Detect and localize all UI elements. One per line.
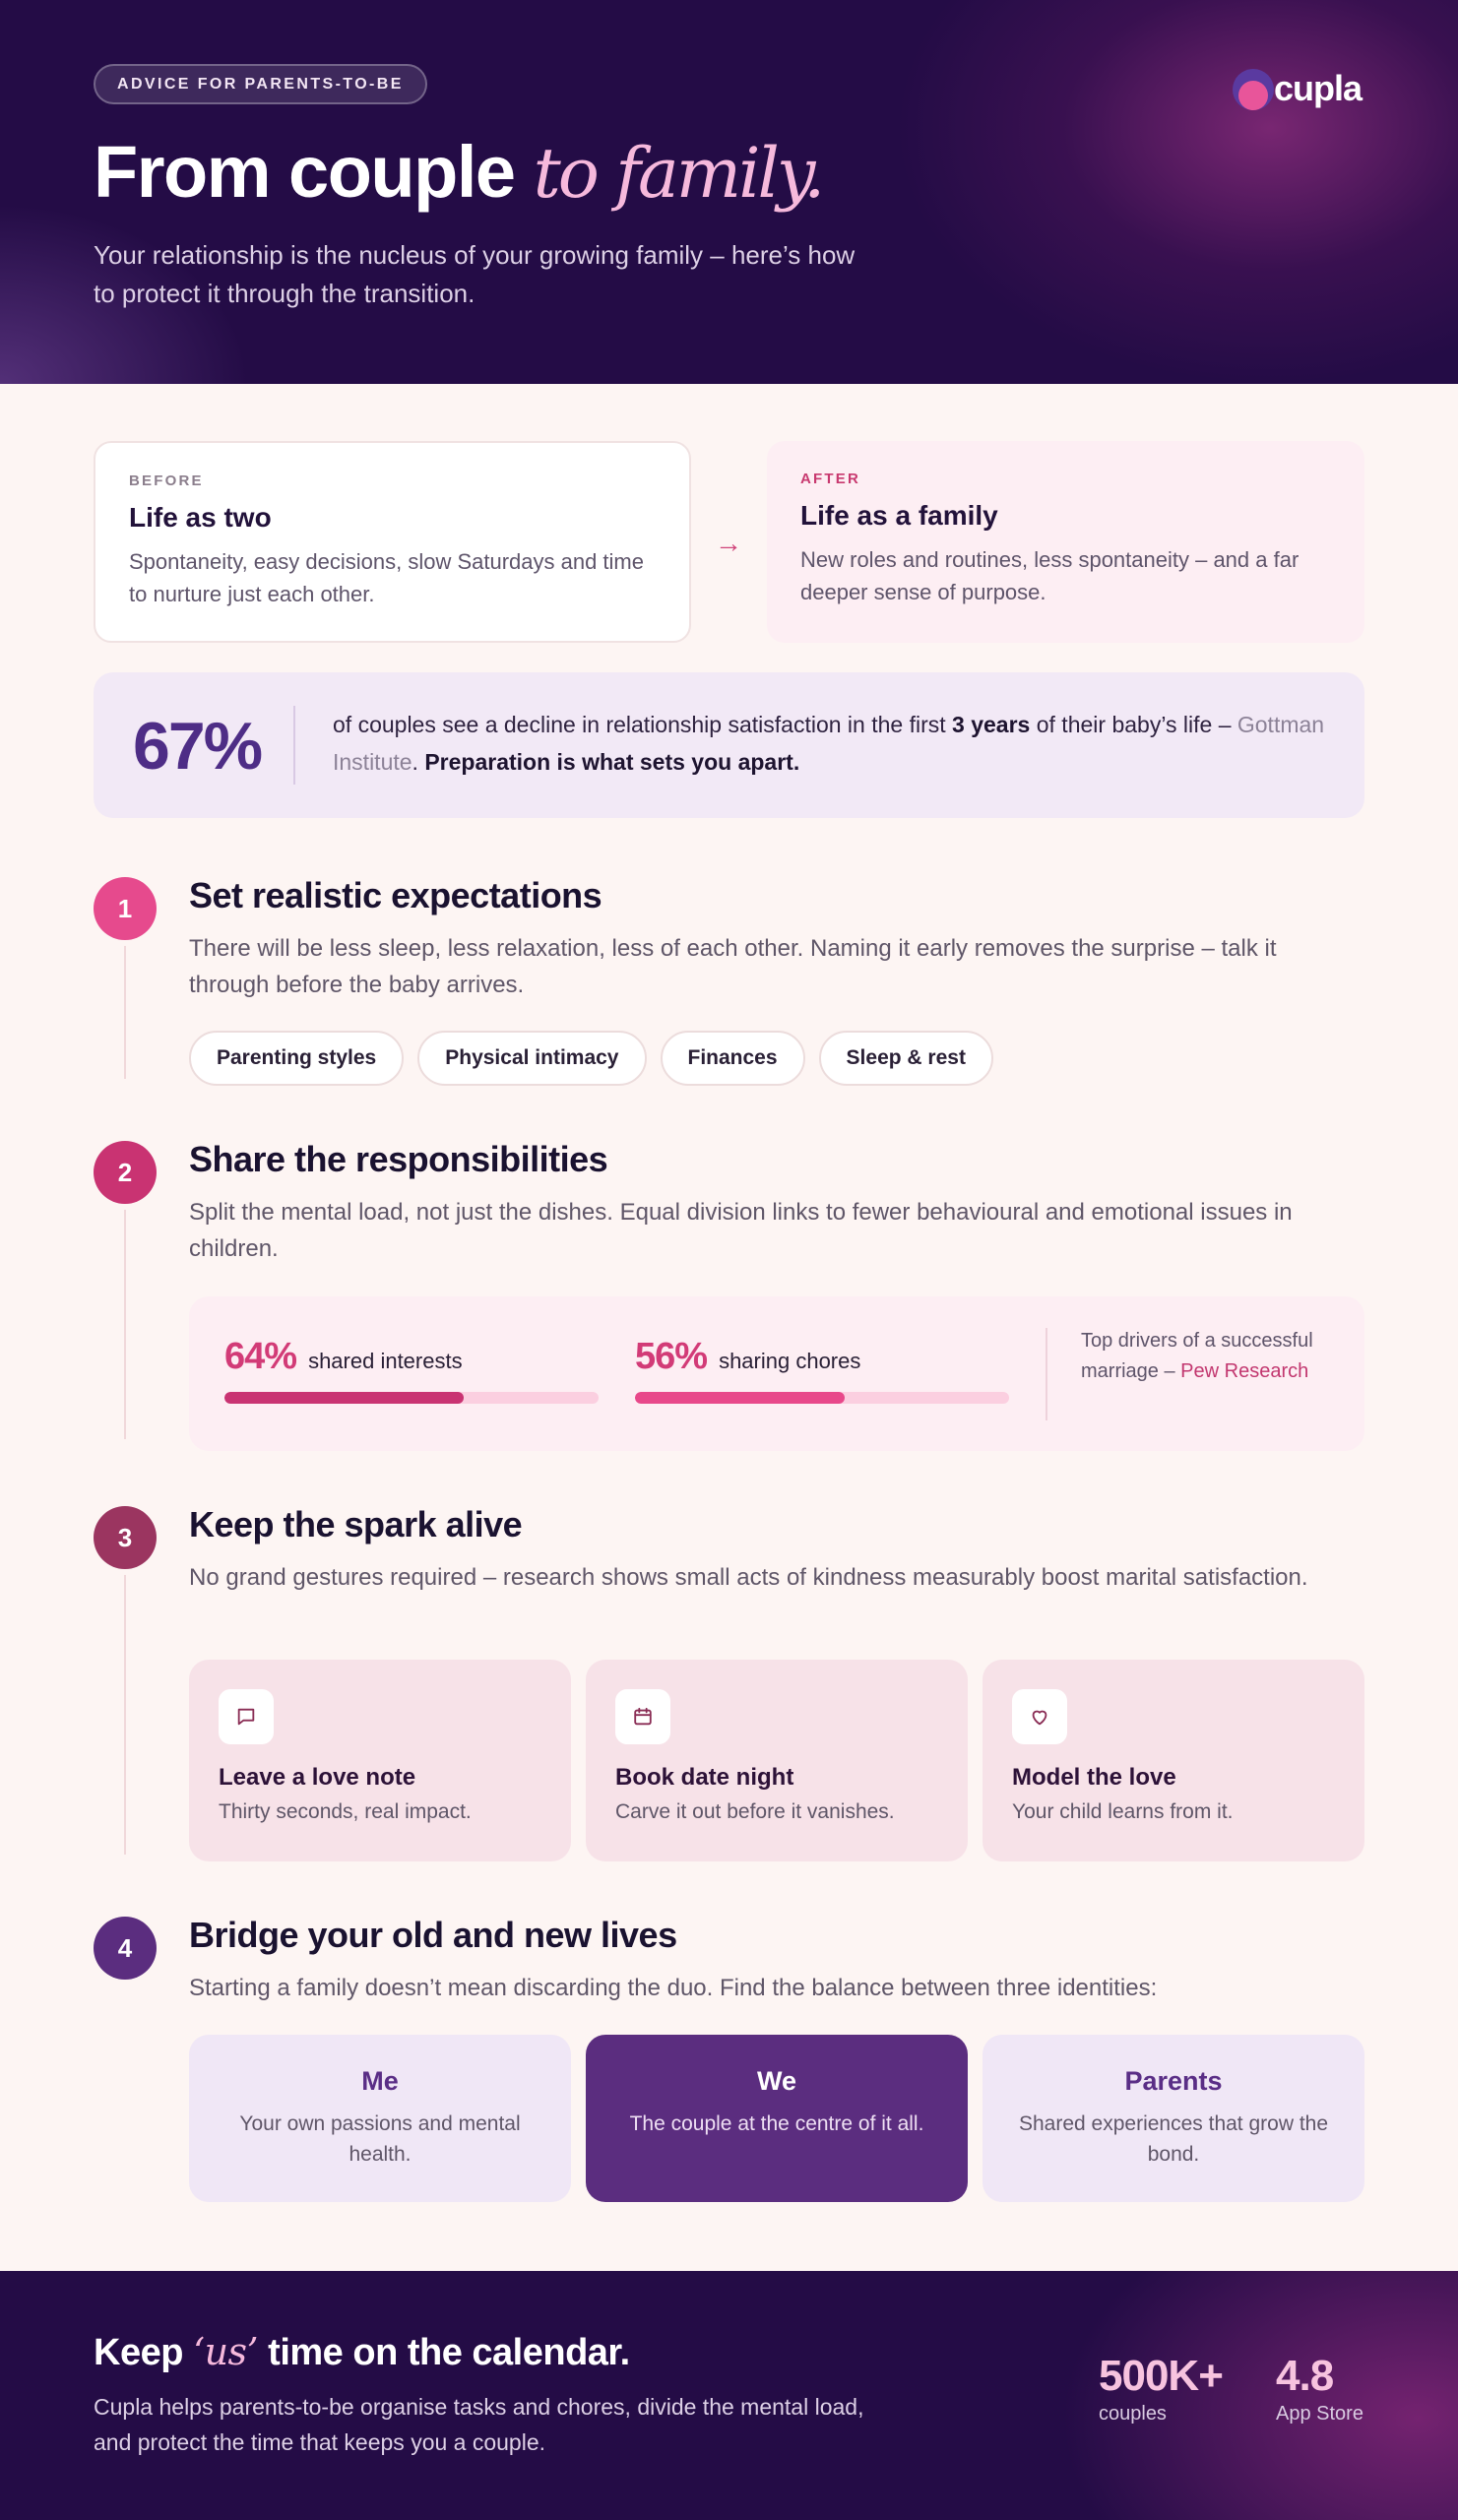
stat-text-part: of couples see a decline in relationship… bbox=[333, 712, 953, 737]
after-eyebrow: AFTER bbox=[800, 471, 860, 487]
card-text: Carve it out before it vanishes. bbox=[615, 1800, 895, 1823]
card-title: Model the love bbox=[1012, 1764, 1176, 1791]
card-title: Leave a love note bbox=[219, 1764, 416, 1791]
chat-bubble-icon bbox=[219, 1689, 274, 1744]
progress-bar-fill bbox=[635, 1392, 845, 1404]
metrics-divider bbox=[1046, 1328, 1047, 1420]
stat-value: 500K+ bbox=[1099, 2352, 1224, 2400]
after-text: New roles and routines, less spontaneity… bbox=[800, 547, 1300, 604]
identity-card-we[interactable]: We The couple at the centre of it all. bbox=[586, 2035, 968, 2202]
stat-text-part: . bbox=[412, 749, 425, 775]
step-number-3: 3 bbox=[94, 1506, 157, 1569]
page-title: From couple to family. bbox=[94, 130, 826, 214]
after-title: Life as a family bbox=[800, 500, 998, 531]
hero-badge: ADVICE FOR PARENTS-TO-BE bbox=[94, 64, 427, 104]
footer-text: Cupla helps parents-to-be organise tasks… bbox=[94, 2394, 864, 2455]
footer-stat-rating: 4.8 App Store bbox=[1276, 2352, 1363, 2426]
stat-source-link[interactable]: Gottman Institute bbox=[333, 712, 1325, 775]
identity-text: The couple at the centre of it all. bbox=[629, 2112, 924, 2135]
identity-card-parents[interactable]: Parents Shared experiences that grow the… bbox=[983, 2035, 1364, 2202]
progress-bar bbox=[224, 1392, 599, 1404]
identity-title: We bbox=[756, 2066, 796, 2096]
footer-title-accent: ‘us’ bbox=[192, 2330, 259, 2373]
stat-label: App Store bbox=[1276, 2403, 1363, 2425]
arrow-right-icon: → bbox=[715, 528, 742, 558]
after-card: AFTER Life as a family New roles and rou… bbox=[767, 441, 1364, 643]
page-title-main: From couple bbox=[94, 131, 516, 213]
step-number-4: 4 bbox=[94, 1917, 157, 1980]
card-date-night[interactable]: Book date night Carve it out before it v… bbox=[586, 1660, 968, 1861]
chip-parenting-styles[interactable]: Parenting styles bbox=[189, 1031, 405, 1086]
stat-text-bold: 3 years bbox=[952, 712, 1031, 737]
stat-banner: 67% of couples see a decline in relation… bbox=[94, 672, 1364, 818]
step-description-1: There will be less sleep, less relaxatio… bbox=[189, 935, 1277, 998]
step-number-2: 2 bbox=[94, 1141, 157, 1204]
before-text: Spontaneity, easy decisions, slow Saturd… bbox=[129, 549, 644, 606]
chip-finances[interactable]: Finances bbox=[660, 1031, 805, 1086]
heart-icon bbox=[1012, 1689, 1067, 1744]
step-title-3: Keep the spark alive bbox=[189, 1504, 523, 1544]
metric-percent: 64% bbox=[224, 1336, 297, 1377]
brand-logo[interactable]: cupla bbox=[1233, 67, 1363, 110]
footer-title-part: Keep bbox=[94, 2332, 193, 2373]
identity-text: Shared experiences that grow the bond. bbox=[1018, 2112, 1329, 2166]
footer-title-part: time on the calendar. bbox=[258, 2332, 630, 2373]
cupla-logo-icon bbox=[1233, 67, 1276, 110]
identity-text: Your own passions and mental health. bbox=[239, 2112, 521, 2166]
stat-divider bbox=[293, 706, 295, 785]
stat-value: 67% bbox=[133, 709, 263, 784]
metrics-panel: 64% shared interests 56% sharing chores … bbox=[189, 1296, 1364, 1451]
card-text: Your child learns from it. bbox=[1012, 1800, 1234, 1823]
identity-card-me[interactable]: Me Your own passions and mental health. bbox=[189, 2035, 571, 2202]
brand-name: cupla bbox=[1274, 68, 1363, 108]
hero-subtitle: Your relationship is the nucleus of your… bbox=[94, 240, 856, 308]
page-title-accent: to family. bbox=[533, 133, 826, 214]
before-eyebrow: BEFORE bbox=[129, 472, 204, 489]
step-title-4: Bridge your old and new lives bbox=[189, 1915, 677, 1955]
calendar-icon bbox=[615, 1689, 670, 1744]
before-card: BEFORE Life as two Spontaneity, easy dec… bbox=[94, 441, 691, 643]
footer-title: Keep ‘us’ time on the calendar. bbox=[94, 2330, 630, 2374]
card-title: Book date night bbox=[615, 1764, 794, 1791]
step-description-3: No grand gestures required – research sh… bbox=[189, 1564, 1308, 1591]
stat-label: couples bbox=[1099, 2403, 1167, 2425]
step-description-2: Split the mental load, not just the dish… bbox=[189, 1199, 1293, 1262]
metric-shared-interests: 64% shared interests bbox=[224, 1336, 599, 1404]
metrics-source-link[interactable]: Pew Research bbox=[1180, 1360, 1309, 1382]
before-title: Life as two bbox=[129, 502, 272, 533]
stat-text: of couples see a decline in relationship… bbox=[333, 706, 1327, 781]
timeline-line bbox=[124, 1569, 126, 1855]
metric-sharing-chores: 56% sharing chores bbox=[635, 1336, 1009, 1404]
identity-title: Me bbox=[361, 2066, 399, 2096]
chip-physical-intimacy[interactable]: Physical intimacy bbox=[417, 1031, 647, 1086]
step-title-2: Share the responsibilities bbox=[189, 1139, 608, 1179]
hero-banner: ADVICE FOR PARENTS-TO-BE cupla From coup… bbox=[0, 0, 1458, 384]
metrics-note-text: Top drivers of a successful marriage – bbox=[1081, 1330, 1313, 1382]
stat-text-part: of their baby’s life – bbox=[1030, 712, 1237, 737]
step-title-1: Set realistic expectations bbox=[189, 875, 602, 915]
card-model-love[interactable]: Model the love Your child learns from it… bbox=[983, 1660, 1364, 1861]
identity-title: Parents bbox=[1124, 2066, 1223, 2096]
topic-chips: Parenting styles Physical intimacy Finan… bbox=[189, 1031, 993, 1086]
timeline-line bbox=[124, 941, 126, 1079]
step-description-4: Starting a family doesn’t mean discardin… bbox=[189, 1975, 1158, 2001]
metric-label: sharing chores bbox=[719, 1349, 861, 1373]
stat-value: 4.8 bbox=[1276, 2352, 1334, 2400]
metric-label: shared interests bbox=[308, 1349, 463, 1373]
step-number-1: 1 bbox=[94, 877, 157, 940]
progress-bar-fill bbox=[224, 1392, 465, 1404]
progress-bar bbox=[635, 1392, 1009, 1404]
card-text: Thirty seconds, real impact. bbox=[219, 1800, 472, 1823]
chip-sleep-rest[interactable]: Sleep & rest bbox=[818, 1031, 993, 1086]
card-love-note[interactable]: Leave a love note Thirty seconds, real i… bbox=[189, 1660, 571, 1861]
footer-banner: Keep ‘us’ time on the calendar. Cupla he… bbox=[0, 2271, 1458, 2520]
metric-percent: 56% bbox=[635, 1336, 708, 1377]
timeline-line bbox=[124, 1203, 126, 1439]
footer-stat-couples: 500K+ couples bbox=[1099, 2352, 1224, 2426]
metrics-note: Top drivers of a successful marriage – P… bbox=[1081, 1326, 1317, 1387]
stat-closing: Preparation is what sets you apart. bbox=[424, 749, 800, 775]
